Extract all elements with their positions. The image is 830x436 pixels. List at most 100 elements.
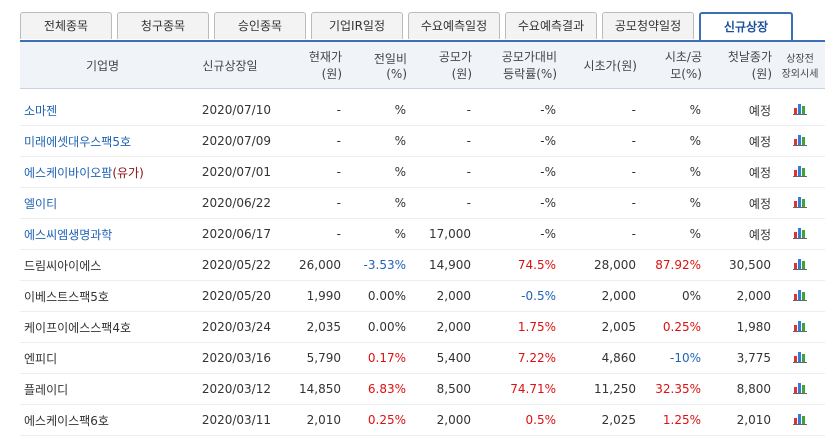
offer-cell: 2,000 — [410, 404, 475, 436]
chart-icon[interactable] — [793, 133, 807, 146]
tab[interactable]: 수요예측일정 — [408, 12, 500, 39]
name-cell: 케이프이에스스팩4호 — [20, 311, 185, 343]
chart-icon[interactable] — [793, 226, 807, 239]
close-cell: 예정 — [705, 125, 775, 157]
company-name[interactable]: 이베스트스팩5호 — [24, 289, 109, 304]
tab[interactable]: 신규상장 — [699, 12, 793, 41]
offer-change-cell: -% — [475, 156, 560, 188]
name-cell: 에스케이스팩6호 — [20, 404, 185, 436]
date-cell: 2020/05/20 — [185, 280, 275, 312]
chart-icon[interactable] — [793, 350, 807, 363]
name-cell: 엔피디 — [20, 342, 185, 374]
close-cell: 1,980 — [705, 311, 775, 343]
open-cell: 28,000 — [560, 249, 640, 281]
change-cell: -3.53% — [345, 249, 410, 281]
close-cell: 예정 — [705, 187, 775, 219]
name-cell: 드림씨아이에스 — [20, 249, 185, 281]
company-name[interactable]: 에스케이바이오팜 — [24, 165, 113, 180]
name-cell: 소마젠 — [20, 95, 185, 126]
open-cell: - — [560, 95, 640, 126]
open-ratio-cell: % — [640, 218, 705, 250]
table-row: 에스케이스팩6호 2020/03/11 2,010 0.25% 2,000 0.5% 2,0… — [20, 404, 825, 436]
header-line: 현재가 — [308, 50, 342, 64]
ipo-table: 기업명 신규상장일 현재가 (원) 전일비 (%) 공모가 (원) 공모가대비 등락률(%) 시초가… — [20, 40, 825, 436]
company-name[interactable]: 케이프이에스스팩4호 — [24, 320, 131, 335]
header-line: (원) — [321, 67, 342, 81]
chart-icon[interactable] — [793, 102, 807, 115]
table-row: 소마젠 2020/07/10-% - -% -% 예정 — [20, 95, 825, 126]
offer-change-cell: -% — [475, 125, 560, 157]
header-line: 공모가 — [438, 50, 472, 64]
open-ratio-cell: -10% — [640, 342, 705, 374]
company-name[interactable]: 엘이티 — [24, 196, 58, 211]
change-cell: % — [345, 125, 410, 157]
open-ratio-cell: 0% — [640, 280, 705, 312]
tab[interactable]: 공모청약일정 — [602, 12, 694, 39]
company-name[interactable]: 에스씨엠생명과학 — [24, 227, 113, 242]
tab[interactable]: 청구종목 — [117, 12, 209, 39]
header-line: 공모가대비 — [501, 50, 557, 64]
date-cell: 2020/03/24 — [185, 311, 275, 343]
table-row: 케이프이에스스팩4호 2020/03/24 2,035 0.00% 2,000 1.75%… — [20, 311, 825, 343]
offer-change-cell: 0.5% — [475, 404, 560, 436]
open-cell: 2,005 — [560, 311, 640, 343]
company-name[interactable]: 소마젠 — [24, 103, 58, 118]
chart-icon-cell — [775, 249, 825, 281]
price-cell: - — [275, 95, 345, 126]
table-row: 드림씨아이에스 2020/05/22 26,000 -3.53% 14,900 74.5%… — [20, 249, 825, 281]
price-cell: - — [275, 218, 345, 250]
header-line: 신규상장일 — [202, 58, 258, 73]
offer-change-cell: 1.75% — [475, 311, 560, 343]
close-cell: 30,500 — [705, 249, 775, 281]
close-cell: 3,775 — [705, 342, 775, 374]
price-cell: 1,990 — [275, 280, 345, 312]
offer-change-cell: -% — [475, 187, 560, 219]
header-line: 전일비 — [373, 51, 407, 66]
company-name[interactable]: 드림씨아이에스 — [24, 258, 102, 273]
chart-icon[interactable] — [793, 257, 807, 270]
tab[interactable]: 승인종목 — [214, 12, 306, 39]
close-cell: 예정 — [705, 95, 775, 126]
offer-cell: - — [410, 156, 475, 188]
chart-icon[interactable] — [793, 164, 807, 177]
chart-icon-cell — [775, 95, 825, 126]
offer-change-cell: -% — [475, 218, 560, 250]
chart-icon-cell — [775, 342, 825, 374]
open-ratio-cell: 0.25% — [640, 311, 705, 343]
tab[interactable]: 수요예측결과 — [505, 12, 597, 39]
chart-icon[interactable] — [793, 381, 807, 394]
open-cell: - — [560, 125, 640, 157]
close-cell: 2,010 — [705, 404, 775, 436]
column-header: 전일비 (%) — [345, 40, 410, 89]
offer-change-cell: 74.5% — [475, 249, 560, 281]
table-row: 엘이티 2020/06/22-% - -% -% 예정 — [20, 187, 825, 219]
company-name[interactable]: 미래에셋대우스팩5호 — [24, 134, 131, 149]
tab[interactable]: 기업IR일정 — [311, 12, 403, 39]
chart-icon[interactable] — [793, 319, 807, 332]
company-name[interactable]: 에스케이스팩6호 — [24, 413, 109, 428]
chart-icon[interactable] — [793, 412, 807, 425]
chart-icon-cell — [775, 280, 825, 312]
name-cell: 엘이티 — [20, 187, 185, 219]
company-name[interactable]: 엔피디 — [24, 351, 58, 366]
tab[interactable]: 전체종목 — [20, 12, 112, 39]
chart-icon[interactable] — [793, 288, 807, 301]
offer-cell: 8,500 — [410, 373, 475, 405]
header-line: 시초/공 — [664, 50, 702, 64]
column-header: 신규상장일 — [185, 40, 275, 89]
chart-icon[interactable] — [793, 195, 807, 208]
header-line: 모(%) — [670, 67, 702, 81]
header-line: 시초가(원) — [583, 58, 637, 73]
column-header: 공모가대비 등락률(%) — [475, 40, 560, 89]
date-cell: 2020/07/10 — [185, 95, 275, 126]
offer-cell: 2,000 — [410, 280, 475, 312]
date-cell: 2020/07/09 — [185, 125, 275, 157]
table-row: 플레이디 2020/03/12 14,850 6.83% 8,500 74.71% 11,2… — [20, 373, 825, 405]
price-cell: 2,035 — [275, 311, 345, 343]
price-cell: 14,850 — [275, 373, 345, 405]
chart-icon-cell — [775, 156, 825, 188]
column-header: 현재가 (원) — [275, 40, 345, 89]
tab-bar: 전체종목 청구종목 승인종목 기업IR일정 수요예측일정 수요예측결과 공모청약일정 신규상장 — [20, 12, 798, 41]
company-name[interactable]: 플레이디 — [24, 382, 69, 397]
header-line: 장외시세 — [781, 69, 819, 80]
